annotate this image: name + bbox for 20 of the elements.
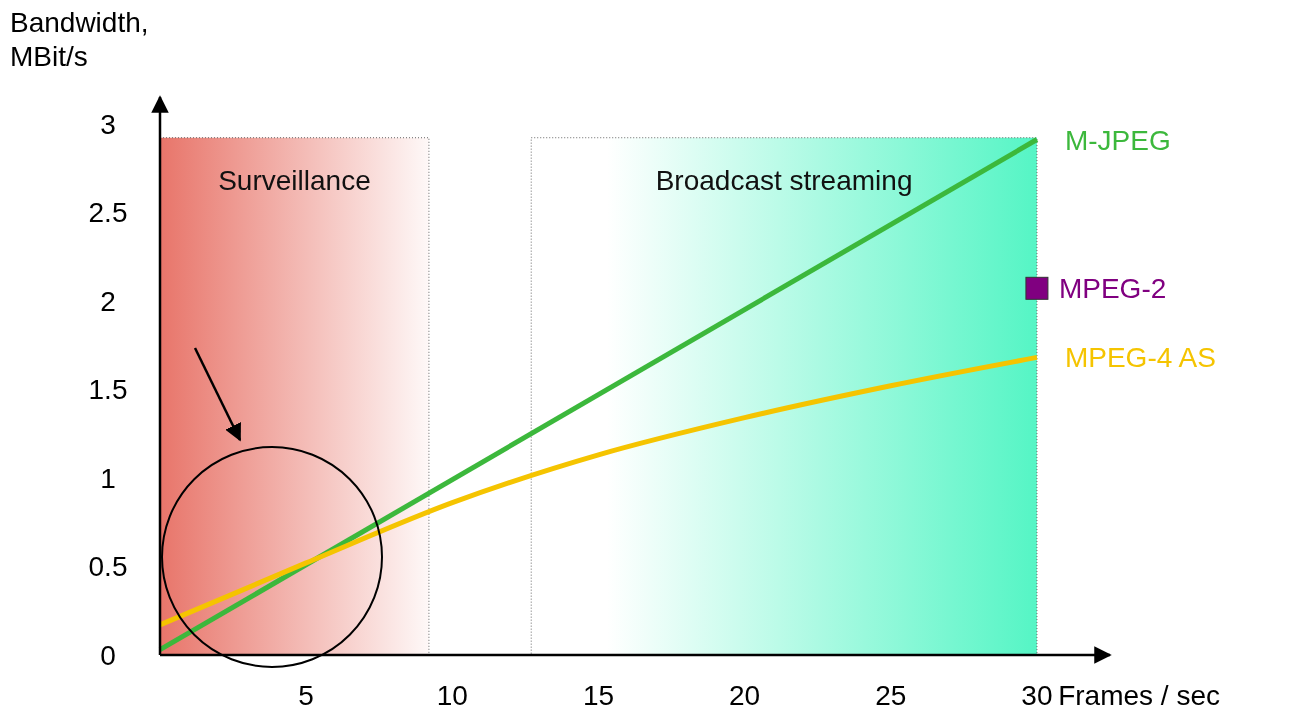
y-axis-title: Bandwidth, MBit/s [10, 7, 149, 72]
band-label: Surveillance [218, 164, 371, 196]
x-tick-label: 25 [875, 680, 907, 711]
y-tick-label: 3 [100, 108, 116, 140]
x-tick-label: 10 [436, 680, 468, 711]
y-tick-label: 1 [100, 462, 116, 494]
x-tick-label: 20 [729, 680, 761, 711]
y-tick-label: 1.5 [88, 374, 128, 406]
x-tick-label: 5 [298, 680, 314, 711]
x-axis-title: Frames / sec [1058, 680, 1220, 711]
series-label: MPEG-2 [1058, 273, 1167, 305]
y-tick-label: 0 [100, 640, 116, 671]
series-label: M-JPEG [1064, 124, 1171, 156]
y-tick-label: 0.5 [88, 551, 128, 583]
series-label: MPEG-4 AS [1064, 342, 1216, 374]
x-tick-label: 30 [1021, 680, 1053, 711]
y-tick-label: 2 [100, 285, 116, 317]
band-label: Broadcast streaming [655, 164, 913, 196]
y-tick-label: 2.5 [88, 197, 128, 229]
x-tick-label: 15 [582, 680, 615, 711]
